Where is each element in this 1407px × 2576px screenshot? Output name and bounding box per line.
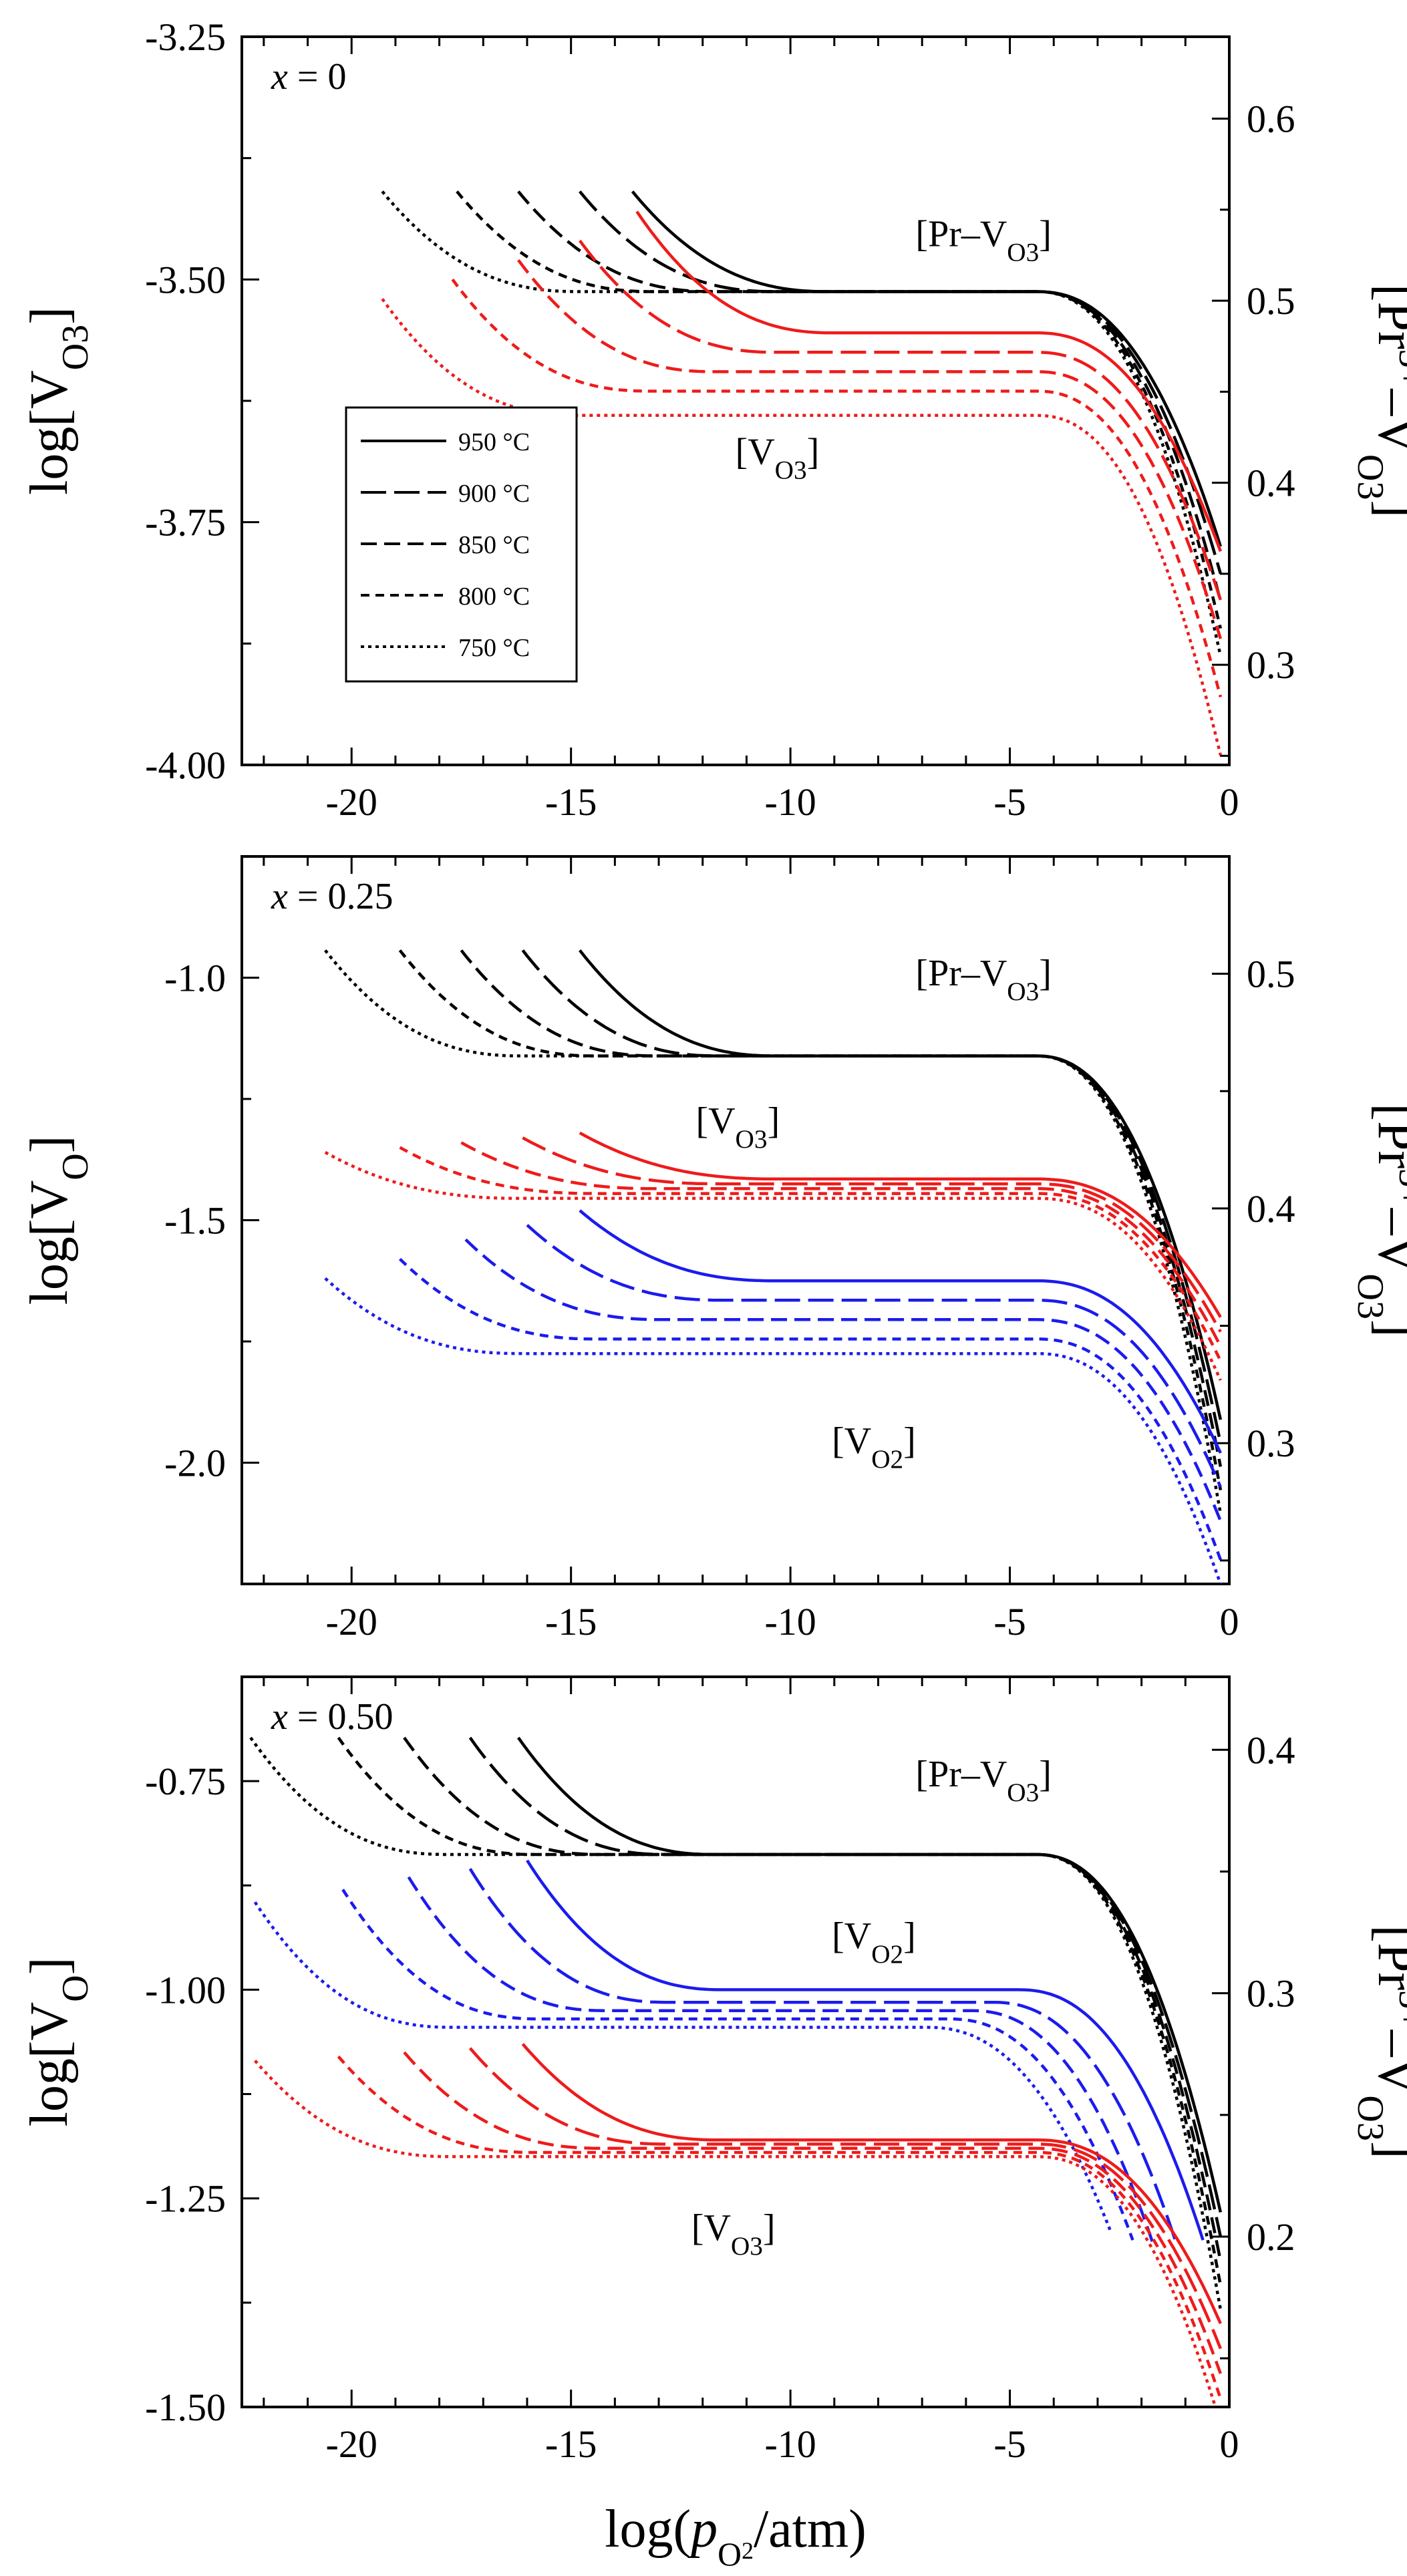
- chart-panel-1: -20 -15 -10 -5 0 -4.00 -3.75 -3.50 -3.25 0.3 0.4 0.…: [20, 15, 1407, 824]
- series-line-v-o3-850: [517, 259, 1223, 639]
- y-tick-label: -3.25: [145, 15, 226, 59]
- curve-annotation: [VO2]: [832, 1915, 916, 1969]
- series-line-v-o3-950: [521, 2043, 1222, 2325]
- y2-tick-label: 0.4: [1247, 462, 1295, 505]
- series-line-v-o2-800: [341, 1889, 1134, 2241]
- series-line-v-o3-900: [468, 2047, 1222, 2350]
- series-line-v-o2-850: [407, 1876, 1156, 2249]
- series-group: [324, 949, 1223, 1584]
- legend: 950 °C 900 °C 850 °C 800 °C 750 °C: [345, 406, 578, 683]
- series-line-v-o2-900: [526, 1224, 1222, 1488]
- curve-annotation: [VO3]: [691, 2207, 776, 2261]
- series-group: [249, 1736, 1223, 2407]
- chart-panel-2: -20 -15 -10 -5 0 -2.0 -1.5 -1.0 0.3 0.4 0.5 [Pr–VO3…: [20, 855, 1407, 1643]
- y2-axis-title: [Pr3+–VO3]: [1350, 1103, 1407, 1337]
- series-line-v-o2-750: [324, 1277, 1223, 1584]
- series-line-v-o3-950: [635, 210, 1223, 552]
- series-line-pr-complex-800: [398, 949, 1223, 1490]
- y2-tick-label: 0.4: [1247, 1728, 1295, 1772]
- x-axis-title: log(pO2/atm): [605, 2500, 867, 2573]
- y2-axis-title: [Pr3+–VO3]: [1350, 284, 1407, 518]
- y-tick-label: -3.75: [145, 501, 226, 544]
- curve-annotation: [VO3]: [695, 1100, 780, 1154]
- series-line-v-o3-800: [399, 1146, 1222, 1361]
- series-line-v-o3-900: [579, 239, 1223, 601]
- y-tick-label: -2.0: [164, 1442, 226, 1485]
- panel-label: x = 0.50: [271, 1696, 393, 1738]
- series-line-v-o3-850: [403, 2051, 1223, 2374]
- y2-tick-label: 0.5: [1247, 279, 1295, 323]
- series-line-v-o2-950: [579, 1209, 1222, 1454]
- x-tick-label: -10: [764, 780, 816, 824]
- series-line-v-o3-750: [324, 1150, 1222, 1382]
- series-line-v-o2-900: [468, 1868, 1179, 2245]
- y2-tick-label: 0.6: [1247, 98, 1295, 141]
- legend-label-950: 950 °C: [458, 428, 530, 456]
- series-line-v-o3-750: [381, 298, 1223, 756]
- series-group: [381, 190, 1223, 756]
- series-line-v-o3-800: [337, 2055, 1223, 2400]
- x-tick-label: -5: [993, 1600, 1026, 1643]
- series-line-v-o3-800: [451, 278, 1223, 697]
- panel-label: x = 0: [271, 56, 346, 98]
- y2-tick-label: 0.2: [1247, 2215, 1295, 2259]
- legend-label-750: 750 °C: [458, 634, 530, 662]
- series-line-v-o3-750: [254, 2060, 1217, 2407]
- curve-annotation: [Pr–VO3]: [915, 953, 1051, 1006]
- y-tick-label: -1.25: [145, 2177, 226, 2221]
- x-tick-label: -20: [326, 1600, 377, 1643]
- series-line-pr-complex-750: [324, 949, 1223, 1514]
- x-tick-label: -15: [545, 780, 597, 824]
- y-tick-label: -1.5: [164, 1199, 226, 1243]
- curve-annotation: [Pr–VO3]: [915, 213, 1051, 267]
- x-tick-label: -20: [326, 2422, 377, 2466]
- x-tick-label: -5: [993, 780, 1026, 824]
- curve-annotation: [VO2]: [832, 1420, 916, 1474]
- y-axis-title: log[VO]: [20, 1136, 96, 1305]
- y2-tick-label: 0.3: [1247, 1972, 1295, 2016]
- x-tick-label: 0: [1220, 2422, 1239, 2466]
- y-tick-label: -1.50: [145, 2386, 226, 2429]
- series-line-pr-complex-750: [381, 190, 1223, 656]
- series-line-v-o3-850: [460, 1141, 1222, 1347]
- x-tick-label: -15: [545, 1600, 597, 1643]
- y-tick-label: -1.00: [145, 1968, 226, 2011]
- curve-annotation: [VO3]: [736, 431, 820, 484]
- chart-panel-3: -20 -15 -10 -5 0 -1.50 -1.25 -1.00 -0.75 0.2 0.3 0.…: [20, 1675, 1407, 2466]
- series-line-v-o3-950: [579, 1131, 1222, 1318]
- y2-tick-label: 0.5: [1247, 953, 1295, 996]
- x-tick-label: -15: [545, 2422, 597, 2466]
- y2-axis-title: [Pr3+–VO3]: [1350, 1925, 1407, 2158]
- y2-tick-label: 0.4: [1247, 1187, 1295, 1231]
- series-line-v-o2-950: [526, 1859, 1205, 2241]
- y-axis-title: log[VO]: [20, 1957, 96, 2127]
- curve-annotation: [Pr–VO3]: [915, 1754, 1051, 1807]
- y-tick-label: -0.75: [145, 1760, 226, 1803]
- y-tick-label: -1.0: [164, 957, 226, 1000]
- plot-frame: [241, 1675, 1231, 2408]
- y2-tick-label: 0.3: [1247, 643, 1295, 687]
- series-line-v-o2-800: [398, 1257, 1223, 1561]
- legend-label-800: 800 °C: [458, 583, 530, 611]
- series-line-v-o3-900: [522, 1136, 1222, 1333]
- x-tick-label: -10: [764, 1600, 816, 1643]
- x-tick-label: -5: [993, 2422, 1026, 2466]
- legend-label-850: 850 °C: [458, 531, 530, 559]
- x-tick-label: 0: [1220, 1600, 1239, 1643]
- series-line-v-o2-850: [464, 1238, 1222, 1522]
- x-tick-label: -10: [764, 2422, 816, 2466]
- y2-tick-label: 0.3: [1247, 1422, 1295, 1465]
- y-axis-title: log[VO3]: [20, 307, 96, 495]
- y-tick-label: -3.50: [145, 258, 226, 301]
- y-tick-label: -4.00: [145, 744, 226, 787]
- x-tick-label: 0: [1220, 780, 1239, 824]
- panel-label: x = 0.25: [271, 876, 393, 917]
- x-tick-label: -20: [326, 780, 377, 824]
- legend-label-900: 900 °C: [458, 480, 530, 508]
- series-line-pr-complex-800: [456, 190, 1223, 629]
